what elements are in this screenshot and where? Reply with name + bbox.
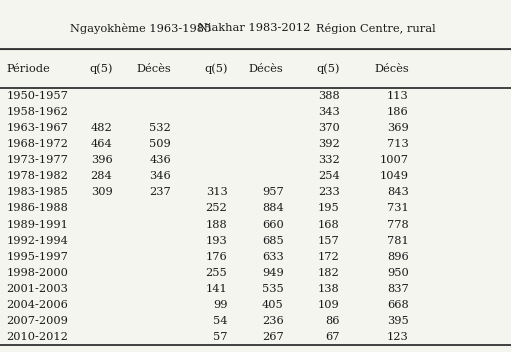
Text: 195: 195 (318, 203, 340, 213)
Text: 884: 884 (262, 203, 284, 213)
Text: 713: 713 (387, 139, 409, 149)
Text: 896: 896 (387, 252, 409, 262)
Text: 54: 54 (213, 316, 227, 326)
Text: 1983-1985: 1983-1985 (7, 187, 68, 197)
Text: 346: 346 (149, 171, 171, 181)
Text: 1973-1977: 1973-1977 (7, 155, 68, 165)
Text: Décès: Décès (136, 64, 171, 74)
Text: 2010-2012: 2010-2012 (7, 332, 68, 342)
Text: 109: 109 (318, 300, 340, 310)
Text: 1986-1988: 1986-1988 (7, 203, 68, 213)
Text: 284: 284 (90, 171, 112, 181)
Text: q(5): q(5) (89, 63, 112, 74)
Text: 1958-1962: 1958-1962 (7, 107, 68, 117)
Text: 123: 123 (387, 332, 409, 342)
Text: 2007-2009: 2007-2009 (7, 316, 68, 326)
Text: 370: 370 (318, 123, 340, 133)
Text: 233: 233 (318, 187, 340, 197)
Text: 1963-1967: 1963-1967 (7, 123, 68, 133)
Text: 1978-1982: 1978-1982 (7, 171, 68, 181)
Text: 254: 254 (318, 171, 340, 181)
Text: 309: 309 (90, 187, 112, 197)
Text: 1950-1957: 1950-1957 (7, 91, 68, 101)
Text: 332: 332 (318, 155, 340, 165)
Text: 1049: 1049 (380, 171, 409, 181)
Text: 267: 267 (262, 332, 284, 342)
Text: 255: 255 (205, 268, 227, 278)
Text: 1992-1994: 1992-1994 (7, 235, 68, 246)
Text: 113: 113 (387, 91, 409, 101)
Text: 1998-2000: 1998-2000 (7, 268, 68, 278)
Text: 633: 633 (262, 252, 284, 262)
Text: 188: 188 (205, 220, 227, 230)
Text: 313: 313 (205, 187, 227, 197)
Text: 781: 781 (387, 235, 409, 246)
Text: 168: 168 (318, 220, 340, 230)
Text: 172: 172 (318, 252, 340, 262)
Text: 532: 532 (149, 123, 171, 133)
Text: 388: 388 (318, 91, 340, 101)
Text: Niakhar 1983-2012: Niakhar 1983-2012 (198, 23, 311, 33)
Text: 57: 57 (213, 332, 227, 342)
Text: 141: 141 (205, 284, 227, 294)
Text: q(5): q(5) (204, 63, 227, 74)
Text: 67: 67 (326, 332, 340, 342)
Text: 660: 660 (262, 220, 284, 230)
Text: 668: 668 (387, 300, 409, 310)
Text: 731: 731 (387, 203, 409, 213)
Text: Décès: Décès (249, 64, 284, 74)
Text: 396: 396 (90, 155, 112, 165)
Text: 837: 837 (387, 284, 409, 294)
Text: 395: 395 (387, 316, 409, 326)
Text: 237: 237 (149, 187, 171, 197)
Text: 157: 157 (318, 235, 340, 246)
Text: 949: 949 (262, 268, 284, 278)
Text: Période: Période (7, 64, 51, 74)
Text: Décès: Décès (374, 64, 409, 74)
Text: 138: 138 (318, 284, 340, 294)
Text: 405: 405 (262, 300, 284, 310)
Text: 509: 509 (149, 139, 171, 149)
Text: 236: 236 (262, 316, 284, 326)
Text: 464: 464 (90, 139, 112, 149)
Text: Ngayokhème 1963-1985: Ngayokhème 1963-1985 (70, 23, 211, 34)
Text: Région Centre, rural: Région Centre, rural (316, 23, 435, 34)
Text: 482: 482 (90, 123, 112, 133)
Text: 1989-1991: 1989-1991 (7, 220, 68, 230)
Text: 2001-2003: 2001-2003 (7, 284, 68, 294)
Text: 186: 186 (387, 107, 409, 117)
Text: 685: 685 (262, 235, 284, 246)
Text: 2004-2006: 2004-2006 (7, 300, 68, 310)
Text: 1968-1972: 1968-1972 (7, 139, 68, 149)
Text: 86: 86 (326, 316, 340, 326)
Text: 535: 535 (262, 284, 284, 294)
Text: 1007: 1007 (380, 155, 409, 165)
Text: 99: 99 (213, 300, 227, 310)
Text: 392: 392 (318, 139, 340, 149)
Text: 436: 436 (149, 155, 171, 165)
Text: 950: 950 (387, 268, 409, 278)
Text: 176: 176 (205, 252, 227, 262)
Text: 957: 957 (262, 187, 284, 197)
Text: 193: 193 (205, 235, 227, 246)
Text: q(5): q(5) (316, 63, 340, 74)
Text: 182: 182 (318, 268, 340, 278)
Text: 369: 369 (387, 123, 409, 133)
Text: 1995-1997: 1995-1997 (7, 252, 68, 262)
Text: 252: 252 (205, 203, 227, 213)
Text: 778: 778 (387, 220, 409, 230)
Text: 843: 843 (387, 187, 409, 197)
Text: 343: 343 (318, 107, 340, 117)
